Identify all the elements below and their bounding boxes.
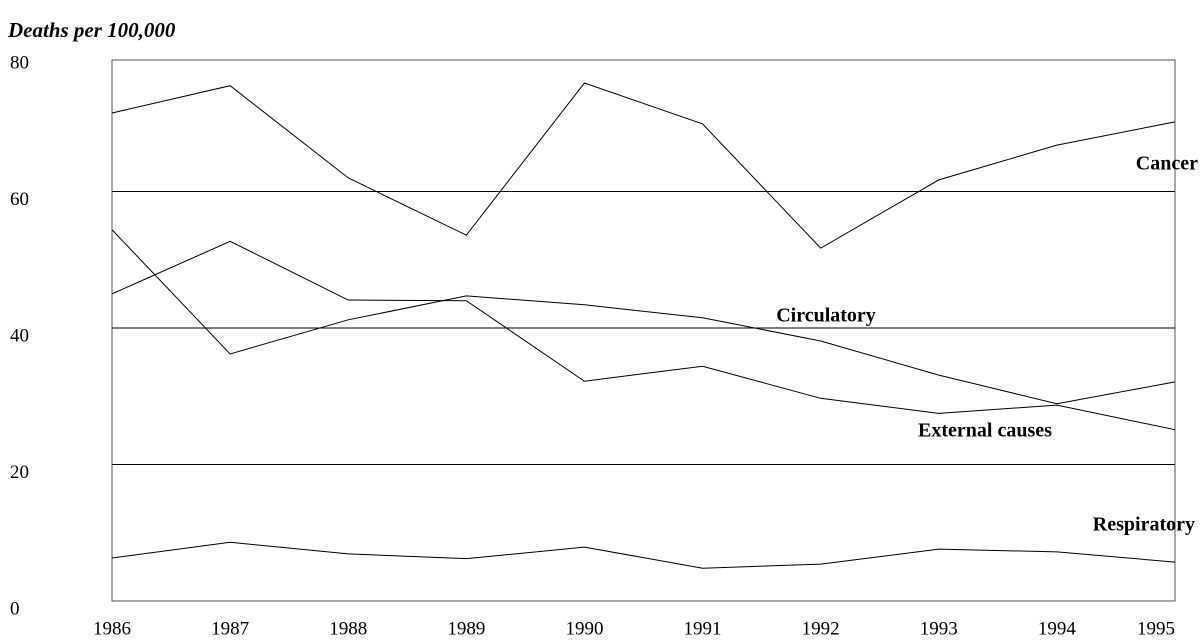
series-label: External causes [918,420,1052,442]
plot-frame [111,59,1176,602]
y-tick-label: 60 [10,189,29,210]
series-line [111,82,1176,249]
chart-title: Deaths per 100,000 [7,18,176,42]
x-tick-label: 1990 [565,618,603,639]
x-tick-label: 1991 [684,618,722,639]
series-label: Circulatory [776,305,876,327]
x-tick-label: 1993 [920,618,958,639]
y-tick-label: 80 [10,52,29,73]
series-label: Cancer [1136,153,1198,175]
series-label: Respiratory [1093,514,1195,536]
x-tick-label: 1988 [329,618,367,639]
x-tick-label: 1989 [447,618,485,639]
y-tick-label: 40 [10,325,29,346]
y-tick-label: 20 [10,462,29,483]
x-tick-label: 1995 [1137,618,1175,639]
x-tick-label: 1992 [802,618,840,639]
x-tick-label: 1994 [1038,618,1077,639]
x-tick-label: 1986 [93,618,131,639]
x-tick-label: 1987 [211,618,249,639]
series-line [111,240,1176,431]
series-line [111,541,1176,569]
y-tick-label: 0 [10,598,20,619]
series-line [111,229,1176,405]
